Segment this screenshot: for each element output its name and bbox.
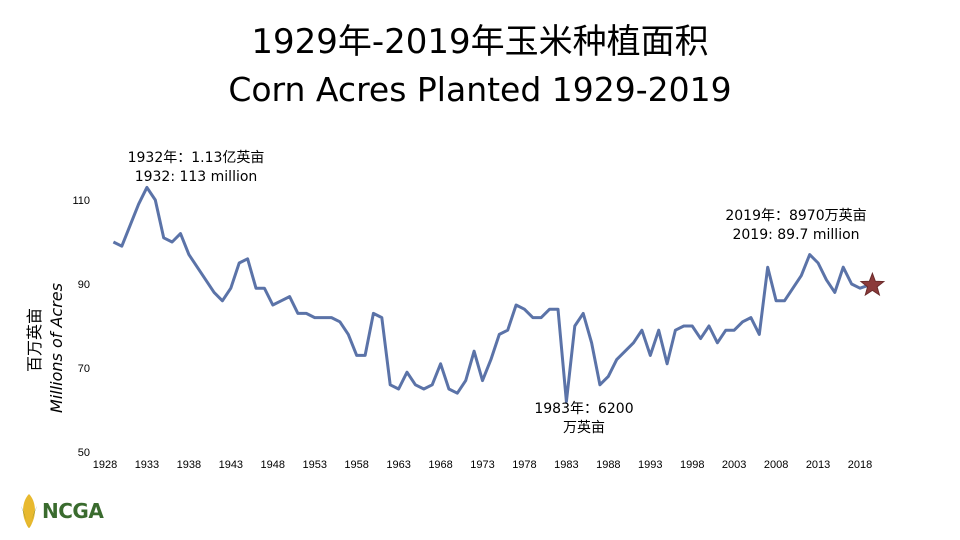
chart-title-english: Corn Acres Planted 1929-2019 — [228, 70, 732, 109]
x-tick-label: 1928 — [93, 459, 117, 471]
y-tick-label: 70 — [78, 363, 90, 375]
data-annotation: 1932: 113 million — [135, 169, 258, 185]
x-tick-label: 1943 — [219, 459, 243, 471]
data-annotation: 2019: 89.7 million — [732, 227, 859, 243]
y-axis-label-chinese: 百万英亩 — [25, 308, 44, 372]
series-line — [112, 185, 869, 404]
x-tick-label: 1948 — [261, 459, 285, 471]
x-tick-label: 1983 — [554, 459, 578, 471]
x-tick-label: 1963 — [386, 459, 410, 471]
data-annotation: 1932年：1.13亿英亩 — [128, 149, 265, 166]
y-tick-label: 90 — [78, 279, 90, 291]
data-annotation: 2019年：8970万英亩 — [725, 207, 866, 224]
highlight-star-marker — [859, 271, 886, 297]
x-tick-label: 1953 — [302, 459, 326, 471]
x-tick-label: 2008 — [764, 459, 788, 471]
x-tick-label: 1968 — [428, 459, 452, 471]
x-tick-label: 1933 — [135, 459, 159, 471]
x-tick-label: 1988 — [596, 459, 620, 471]
ncga-logo: NCGA — [18, 492, 104, 530]
x-tick-label: 1938 — [177, 459, 201, 471]
x-tick-label: 1973 — [470, 459, 494, 471]
chart-title-chinese: 1929年-2019年玉米种植面积 — [251, 22, 709, 62]
x-tick-label: 1993 — [638, 459, 662, 471]
x-tick-label: 2018 — [848, 459, 872, 471]
corn-icon — [21, 494, 37, 528]
x-tick-label: 2013 — [806, 459, 830, 471]
y-axis-label-english: Millions of Acres — [47, 283, 66, 413]
data-annotation: 万英亩 — [563, 419, 605, 436]
x-tick-label: 1958 — [344, 459, 368, 471]
x-tick-label: 1998 — [680, 459, 704, 471]
x-tick-label: 2003 — [722, 459, 746, 471]
y-tick-label: 110 — [72, 195, 90, 207]
data-annotation: 1983年：6200 — [534, 401, 633, 417]
logo-text: NCGA — [42, 499, 104, 523]
x-tick-label: 1978 — [512, 459, 536, 471]
y-tick-label: 50 — [78, 447, 90, 459]
